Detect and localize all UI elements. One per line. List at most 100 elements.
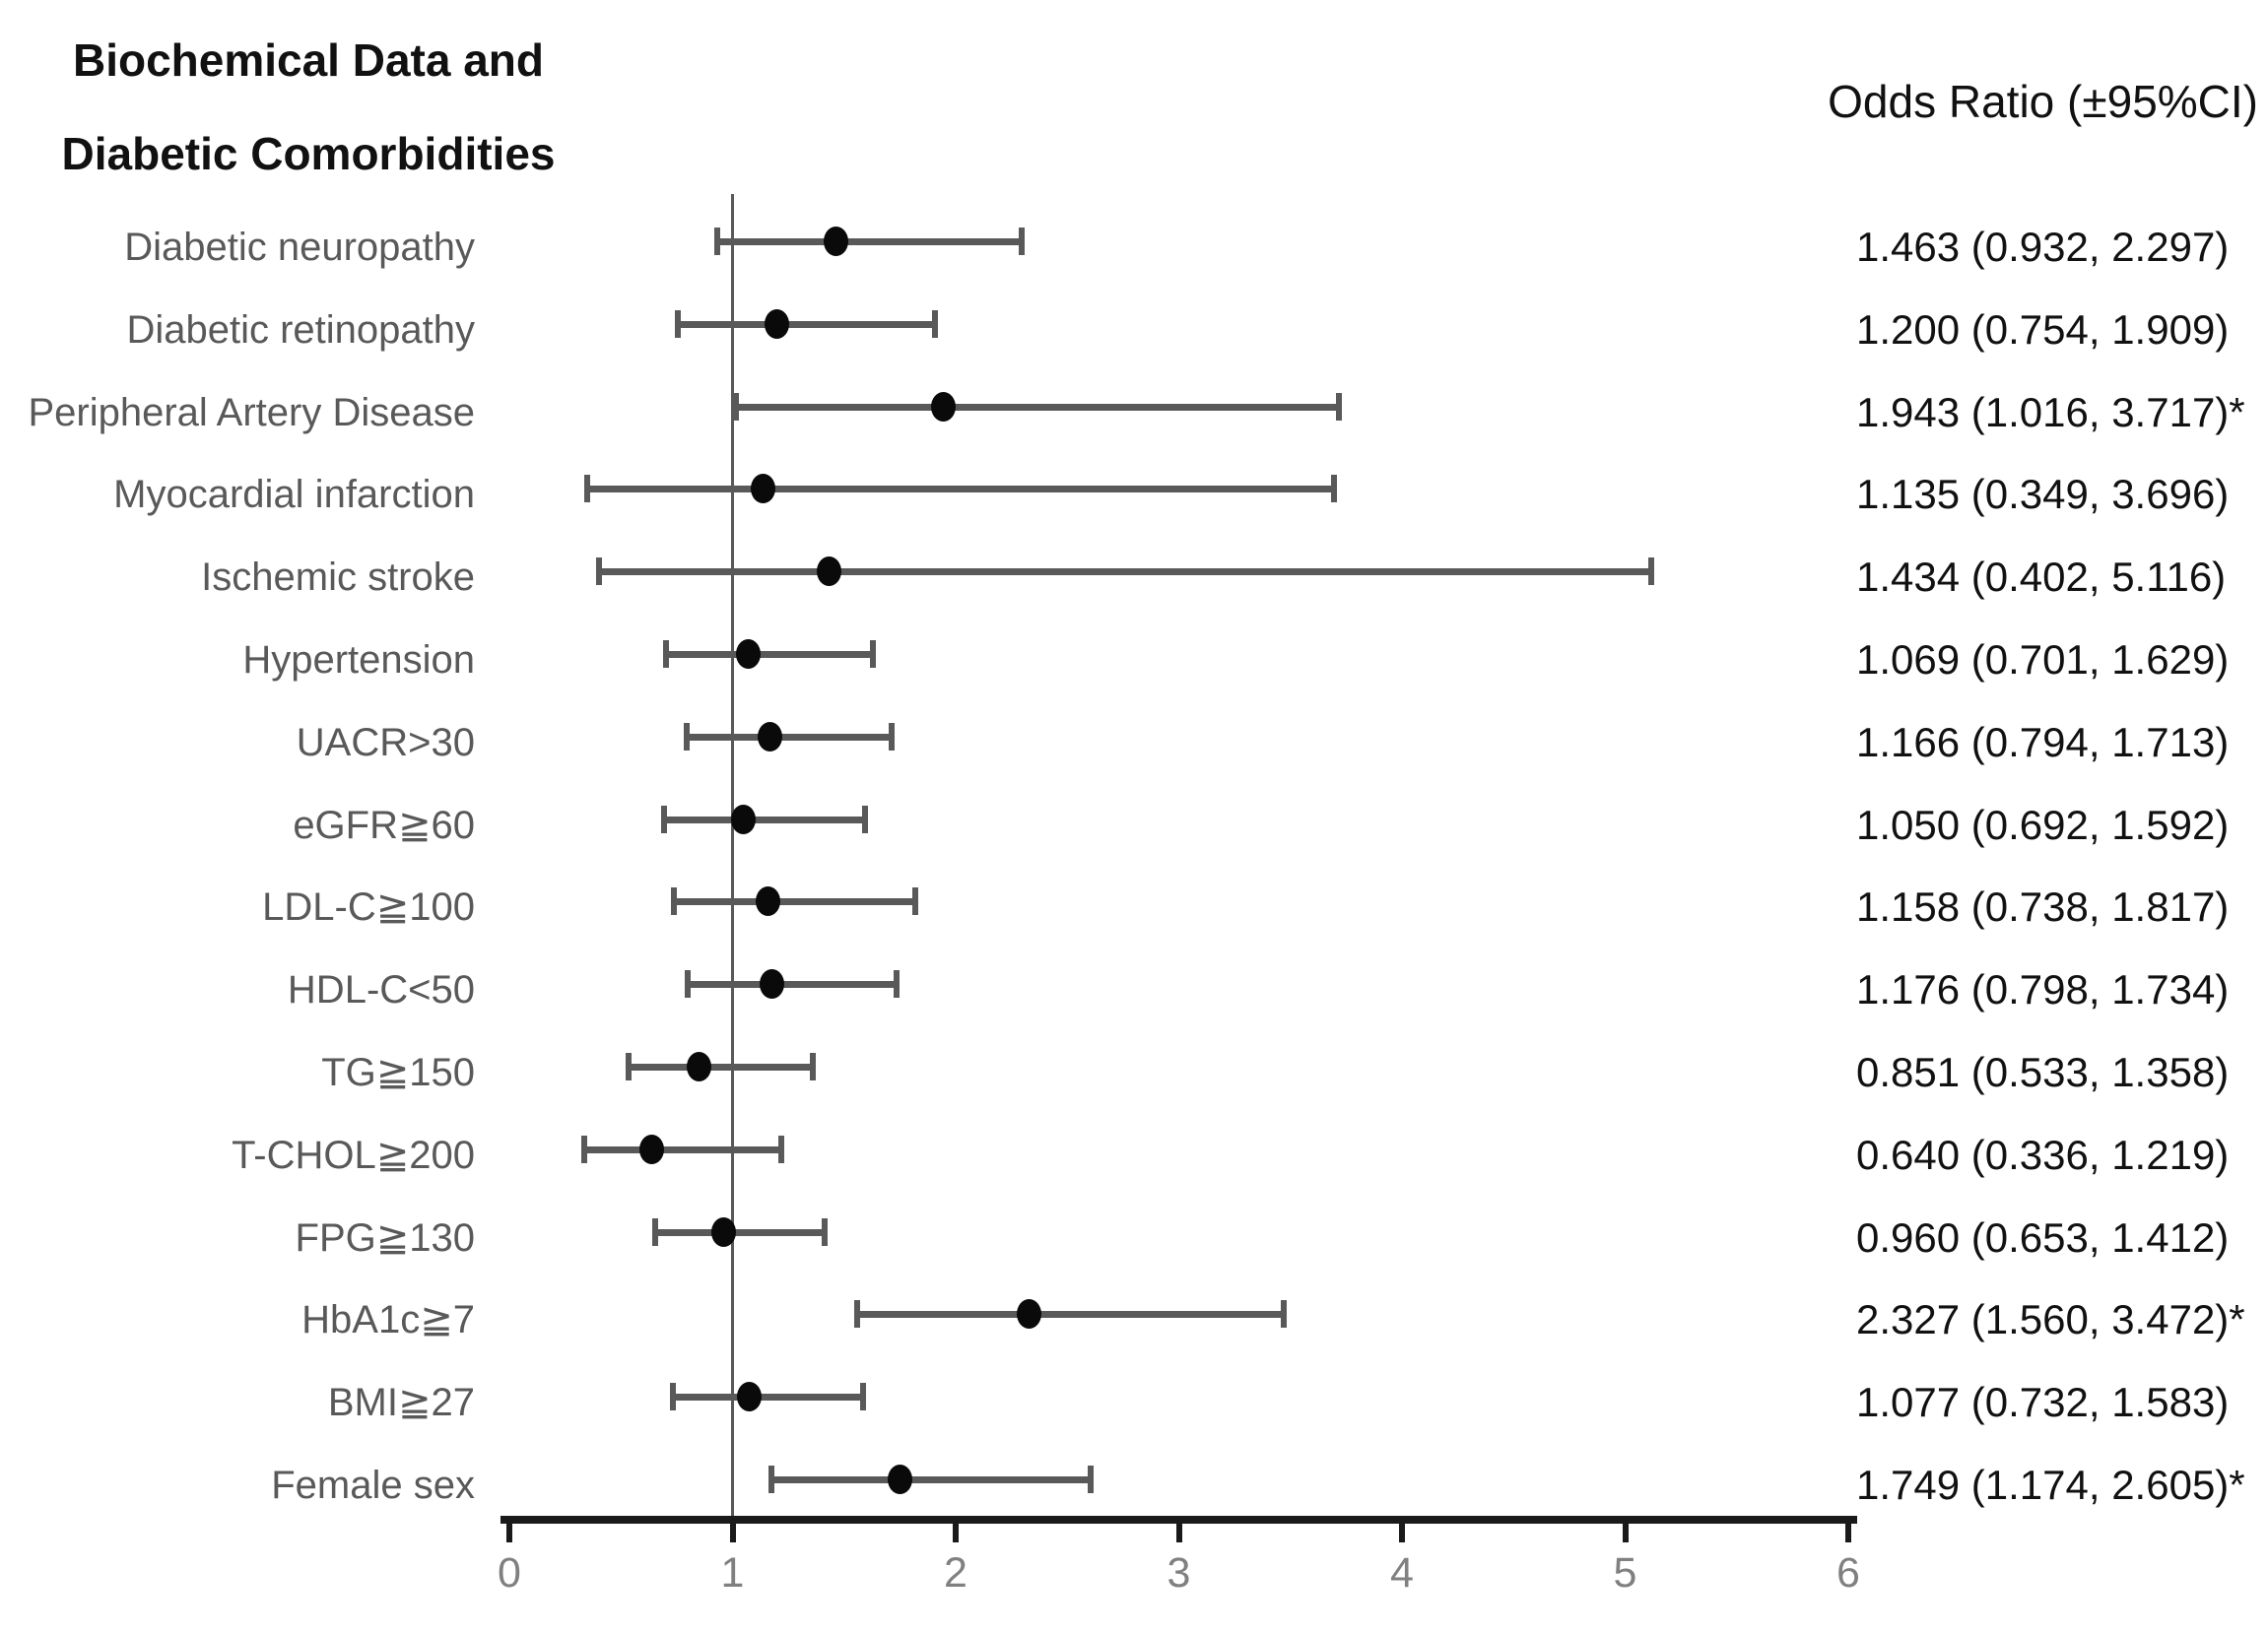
ci-cap-low [684,970,691,999]
odds-ratio-marker [750,474,775,504]
ci-cap-low [683,722,690,751]
row-label-15: BMI≧27 [327,1381,475,1425]
x-axis-tick-3 [1175,1524,1182,1542]
row-odds-ratio-value-14: 2.327 (1.560, 3.472)* [1856,1296,2245,1343]
x-axis-tick-5 [1622,1524,1629,1542]
odds-ratio-marker [687,1052,712,1081]
odds-ratio-marker [817,556,842,587]
ci-cap-low [660,805,667,833]
x-axis-tick-label-2: 2 [944,1549,967,1597]
x-axis-tick-6 [1845,1524,1851,1542]
row-odds-ratio-value-12: 0.640 (0.336, 1.219) [1856,1131,2230,1178]
row-odds-ratio-value-13: 0.960 (0.653, 1.412) [1856,1213,2230,1261]
row-label-2: Diabetic retinopathy [126,307,475,352]
row-label-11: TG≧150 [321,1051,475,1094]
row-odds-ratio-value-3: 1.943 (1.016, 3.717)* [1856,388,2245,435]
ci-cap-low [674,309,681,338]
ci-whisker [628,1064,813,1071]
row-label-4: Myocardial infarction [113,473,475,517]
ci-whisker [599,568,1651,576]
row-odds-ratio-value-2: 1.200 (0.754, 1.909) [1856,305,2230,353]
x-axis-tick-label-4: 4 [1390,1549,1414,1597]
row-label-13: FPG≧130 [295,1215,475,1260]
ci-whisker [587,486,1335,493]
ci-whisker [736,403,1339,411]
odds-ratio-marker [755,886,780,917]
row-odds-ratio-value-15: 1.077 (0.732, 1.583) [1856,1379,2230,1426]
ci-whisker [672,1394,863,1402]
ci-whisker [857,1311,1285,1319]
row-odds-ratio-value-1: 1.463 (0.932, 2.297) [1856,224,2230,270]
ci-cap-high [893,970,900,999]
ci-cap-low [767,1466,774,1493]
x-axis-tick-label-0: 0 [498,1549,521,1597]
ci-whisker [674,898,915,906]
ci-whisker [663,816,865,823]
ci-cap-high [932,309,939,338]
chart-title-line1: Biochemical Data and [72,34,545,86]
ci-whisker [584,1145,782,1153]
odds-ratio-marker [1016,1299,1041,1330]
ci-cap-low [584,475,591,503]
ci-cap-high [1647,557,1654,586]
x-axis-tick-label-6: 6 [1836,1549,1860,1597]
ci-cap-low [714,228,721,255]
ci-whisker [665,651,873,658]
ci-whisker [717,238,1023,245]
ci-cap-low [662,640,669,668]
row-odds-ratio-value-4: 1.135 (0.349, 3.696) [1856,471,2230,518]
ci-cap-high [1335,392,1342,421]
ci-cap-low [651,1217,658,1246]
chart-title-line2: Diabetic Comorbidities [61,128,556,179]
row-label-9: LDL-C≧100 [262,885,475,930]
x-axis-tick-1 [729,1524,736,1542]
row-odds-ratio-value-6: 1.069 (0.701, 1.629) [1856,636,2230,683]
row-odds-ratio-value-9: 1.158 (0.738, 1.817) [1856,883,2230,931]
ci-cap-low [581,1135,588,1163]
ci-cap-high [1019,228,1026,255]
ci-cap-high [778,1135,785,1163]
odds-ratio-marker [759,969,784,1000]
ci-cap-high [888,722,895,751]
x-axis-tick-label-1: 1 [720,1549,745,1597]
odds-ratio-marker [930,391,956,422]
row-label-14: HbA1c≧7 [301,1298,475,1342]
odds-ratio-marker [639,1134,665,1164]
odds-ratio-marker [757,721,782,752]
ci-cap-low [669,1383,676,1411]
x-axis-tick-2 [953,1524,959,1542]
row-label-7: UACR>30 [296,720,475,764]
ci-cap-high [859,1383,866,1411]
ci-cap-high [809,1053,816,1080]
odds-ratio-marker [765,308,790,339]
odds-ratio-column-header: Odds Ratio (±95%CI) [1828,76,2258,127]
odds-ratio-marker [823,227,848,256]
odds-ratio-marker [737,1382,763,1412]
row-odds-ratio-value-10: 1.176 (0.798, 1.734) [1856,966,2230,1013]
chart-title: Biochemical Data and Diabetic Comorbidit… [28,14,589,201]
row-label-1: Diabetic neuropathy [124,226,475,269]
row-label-3: Peripheral Artery Disease [28,390,475,434]
ci-cap-low [733,392,740,421]
row-label-10: HDL-C<50 [287,968,475,1013]
row-label-5: Ischemic stroke [201,556,475,600]
ci-cap-high [1331,475,1338,503]
odds-ratio-marker [710,1216,736,1247]
ci-cap-high [1088,1466,1095,1493]
ci-cap-low [671,887,678,916]
ci-whisker [654,1228,825,1236]
row-odds-ratio-value-8: 1.050 (0.692, 1.592) [1856,801,2230,848]
ci-cap-high [911,887,918,916]
ci-cap-low [625,1053,632,1080]
row-odds-ratio-value-5: 1.434 (0.402, 5.116) [1856,554,2227,601]
ci-whisker [770,1476,1092,1483]
x-axis-tick-4 [1399,1524,1405,1542]
ci-cap-high [861,805,868,833]
x-axis-line [500,1516,1857,1524]
ci-cap-high [821,1217,828,1246]
row-label-8: eGFR≧60 [293,803,475,847]
row-label-6: Hypertension [242,638,475,682]
ci-cap-low [596,557,603,586]
odds-ratio-marker [731,804,757,834]
